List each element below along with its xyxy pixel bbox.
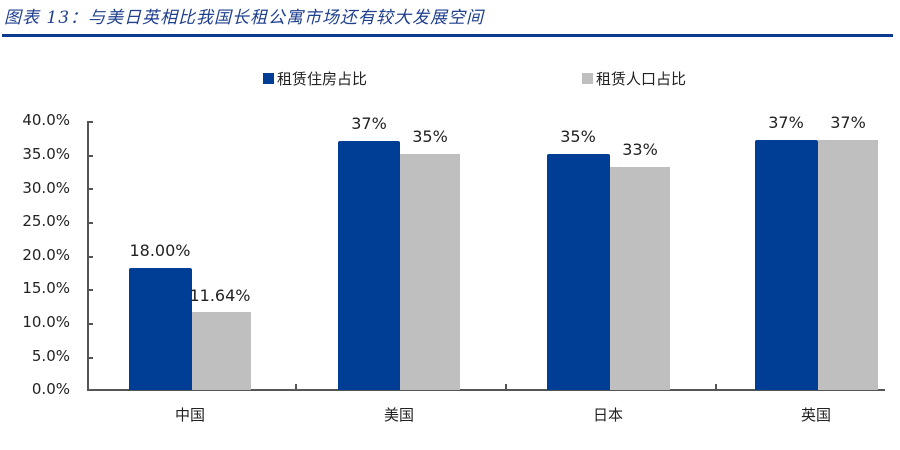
bar-value-label: 11.64% <box>189 286 251 305</box>
legend-label: 租赁住房占比 <box>277 70 368 88</box>
y-tick-label: 35.0% <box>22 145 70 163</box>
x-category-label: 中国 <box>174 406 205 424</box>
y-tick-label: 40.0% <box>22 111 70 129</box>
bar-value-label: 37% <box>351 114 387 133</box>
x-category-label: 美国 <box>383 406 414 424</box>
y-tick-mark <box>87 357 93 359</box>
y-tick-mark <box>87 256 93 258</box>
x-tick-mark <box>295 384 297 389</box>
bar-value-label: 35% <box>412 127 448 146</box>
y-tick-mark <box>87 188 93 190</box>
legend-item-rental-housing: 租赁住房占比 <box>263 68 367 89</box>
y-tick-label: 5.0% <box>31 347 70 365</box>
bar-value-label: 35% <box>560 127 596 146</box>
bar-japan-rental-population <box>610 167 670 390</box>
y-tick-label: 20.0% <box>22 246 70 264</box>
bar-china-rental-population <box>192 312 251 390</box>
legend-swatch-blue <box>263 73 274 84</box>
y-tick-mark <box>87 222 93 224</box>
bar-value-label: 37% <box>768 113 804 132</box>
legend-label: 租赁人口占比 <box>596 70 687 88</box>
bar-value-label: 18.00% <box>129 241 191 260</box>
title-rule <box>2 34 893 37</box>
x-category-label: 英国 <box>800 406 831 424</box>
bar-usa-rental-housing <box>338 141 400 390</box>
bar-uk-rental-housing <box>755 140 818 390</box>
x-tick-mark <box>505 384 507 389</box>
bar-china-rental-housing <box>129 268 192 390</box>
y-tick-mark <box>87 121 93 123</box>
y-tick-label: 10.0% <box>22 313 70 331</box>
bar-uk-rental-population <box>818 140 878 390</box>
legend-swatch-gray <box>582 73 593 84</box>
x-axis <box>87 389 885 391</box>
x-tick-mark <box>715 384 717 389</box>
y-tick-label: 0.0% <box>31 380 70 398</box>
y-tick-mark <box>87 289 93 291</box>
bar-usa-rental-population <box>400 154 460 390</box>
chart-title: 图表 13：与美日英相比我国长租公寓市场还有较大发展空间 <box>4 8 485 28</box>
legend-item-rental-population: 租赁人口占比 <box>582 68 686 89</box>
y-tick-mark <box>87 155 93 157</box>
bar-value-label: 33% <box>622 140 658 159</box>
bar-japan-rental-housing <box>547 154 610 390</box>
y-tick-label: 30.0% <box>22 179 70 197</box>
y-tick-label: 25.0% <box>22 212 70 230</box>
y-tick-label: 15.0% <box>22 279 70 297</box>
y-tick-mark <box>87 323 93 325</box>
bar-value-label: 37% <box>830 113 866 132</box>
x-category-label: 日本 <box>592 406 623 424</box>
